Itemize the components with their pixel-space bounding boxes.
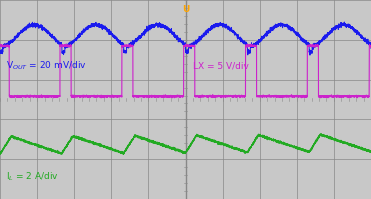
Text: I$_{L}$ = 2 A/div: I$_{L}$ = 2 A/div: [6, 171, 58, 183]
Text: LX = 5 V/div: LX = 5 V/div: [193, 61, 249, 70]
Text: V$_{OUT}$ = 20 mV/div: V$_{OUT}$ = 20 mV/div: [6, 60, 86, 72]
Text: U: U: [182, 5, 189, 14]
